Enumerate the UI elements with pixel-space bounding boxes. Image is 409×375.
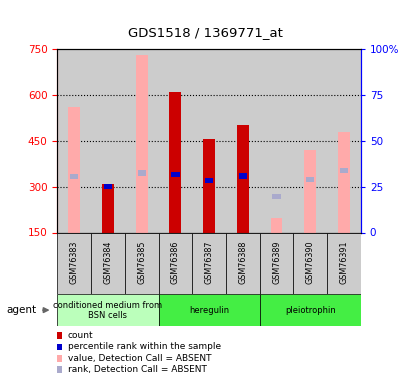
Bar bbox=[57, 355, 62, 362]
Text: heregulin: heregulin bbox=[189, 306, 229, 315]
Bar bbox=[103, 184, 112, 189]
Text: GSM76391: GSM76391 bbox=[339, 240, 348, 284]
Bar bbox=[171, 171, 179, 177]
Bar bbox=[57, 344, 62, 350]
Bar bbox=[293, 49, 326, 232]
Text: conditioned medium from
BSN cells: conditioned medium from BSN cells bbox=[53, 301, 162, 320]
Text: GSM76389: GSM76389 bbox=[271, 240, 280, 284]
Bar bbox=[192, 232, 225, 294]
Bar bbox=[339, 168, 347, 173]
Bar bbox=[306, 177, 314, 182]
Bar bbox=[225, 232, 259, 294]
Bar bbox=[337, 132, 349, 232]
Bar bbox=[236, 125, 248, 232]
Bar bbox=[57, 366, 62, 373]
Bar bbox=[158, 232, 192, 294]
Text: GSM76385: GSM76385 bbox=[137, 240, 146, 284]
Bar bbox=[225, 49, 259, 232]
Text: GSM76384: GSM76384 bbox=[103, 240, 112, 284]
Bar bbox=[270, 218, 282, 232]
Bar bbox=[238, 173, 246, 178]
Text: value, Detection Call = ABSENT: value, Detection Call = ABSENT bbox=[68, 354, 211, 363]
Bar bbox=[68, 107, 80, 232]
Bar bbox=[57, 232, 91, 294]
Bar bbox=[272, 194, 280, 199]
Bar bbox=[91, 232, 124, 294]
Text: GSM76387: GSM76387 bbox=[204, 240, 213, 284]
Bar bbox=[102, 183, 114, 232]
Text: rank, Detection Call = ABSENT: rank, Detection Call = ABSENT bbox=[68, 365, 207, 374]
Text: pleiotrophin: pleiotrophin bbox=[284, 306, 335, 315]
Text: GDS1518 / 1369771_at: GDS1518 / 1369771_at bbox=[127, 26, 282, 39]
Bar bbox=[326, 49, 360, 232]
Bar bbox=[70, 174, 78, 179]
Text: count: count bbox=[68, 331, 93, 340]
Bar bbox=[204, 178, 213, 183]
Bar bbox=[91, 49, 124, 232]
Text: GSM76390: GSM76390 bbox=[305, 240, 314, 284]
Bar bbox=[158, 49, 192, 232]
Bar bbox=[169, 92, 181, 232]
Bar bbox=[158, 294, 259, 326]
Bar bbox=[259, 49, 293, 232]
Text: GSM76383: GSM76383 bbox=[70, 240, 79, 284]
Bar bbox=[259, 232, 293, 294]
Bar bbox=[57, 49, 91, 232]
Text: GSM76388: GSM76388 bbox=[238, 240, 247, 284]
Text: GSM76386: GSM76386 bbox=[171, 240, 180, 284]
Bar bbox=[203, 139, 214, 232]
Bar bbox=[57, 332, 62, 339]
Bar bbox=[192, 49, 225, 232]
Bar bbox=[137, 170, 146, 176]
Text: agent: agent bbox=[6, 305, 36, 315]
Bar bbox=[259, 294, 360, 326]
Bar bbox=[124, 49, 158, 232]
Bar bbox=[57, 294, 158, 326]
Bar bbox=[135, 55, 147, 232]
Bar bbox=[124, 232, 158, 294]
Bar bbox=[293, 232, 326, 294]
Bar bbox=[326, 232, 360, 294]
Bar bbox=[303, 150, 315, 232]
Text: percentile rank within the sample: percentile rank within the sample bbox=[68, 342, 220, 351]
